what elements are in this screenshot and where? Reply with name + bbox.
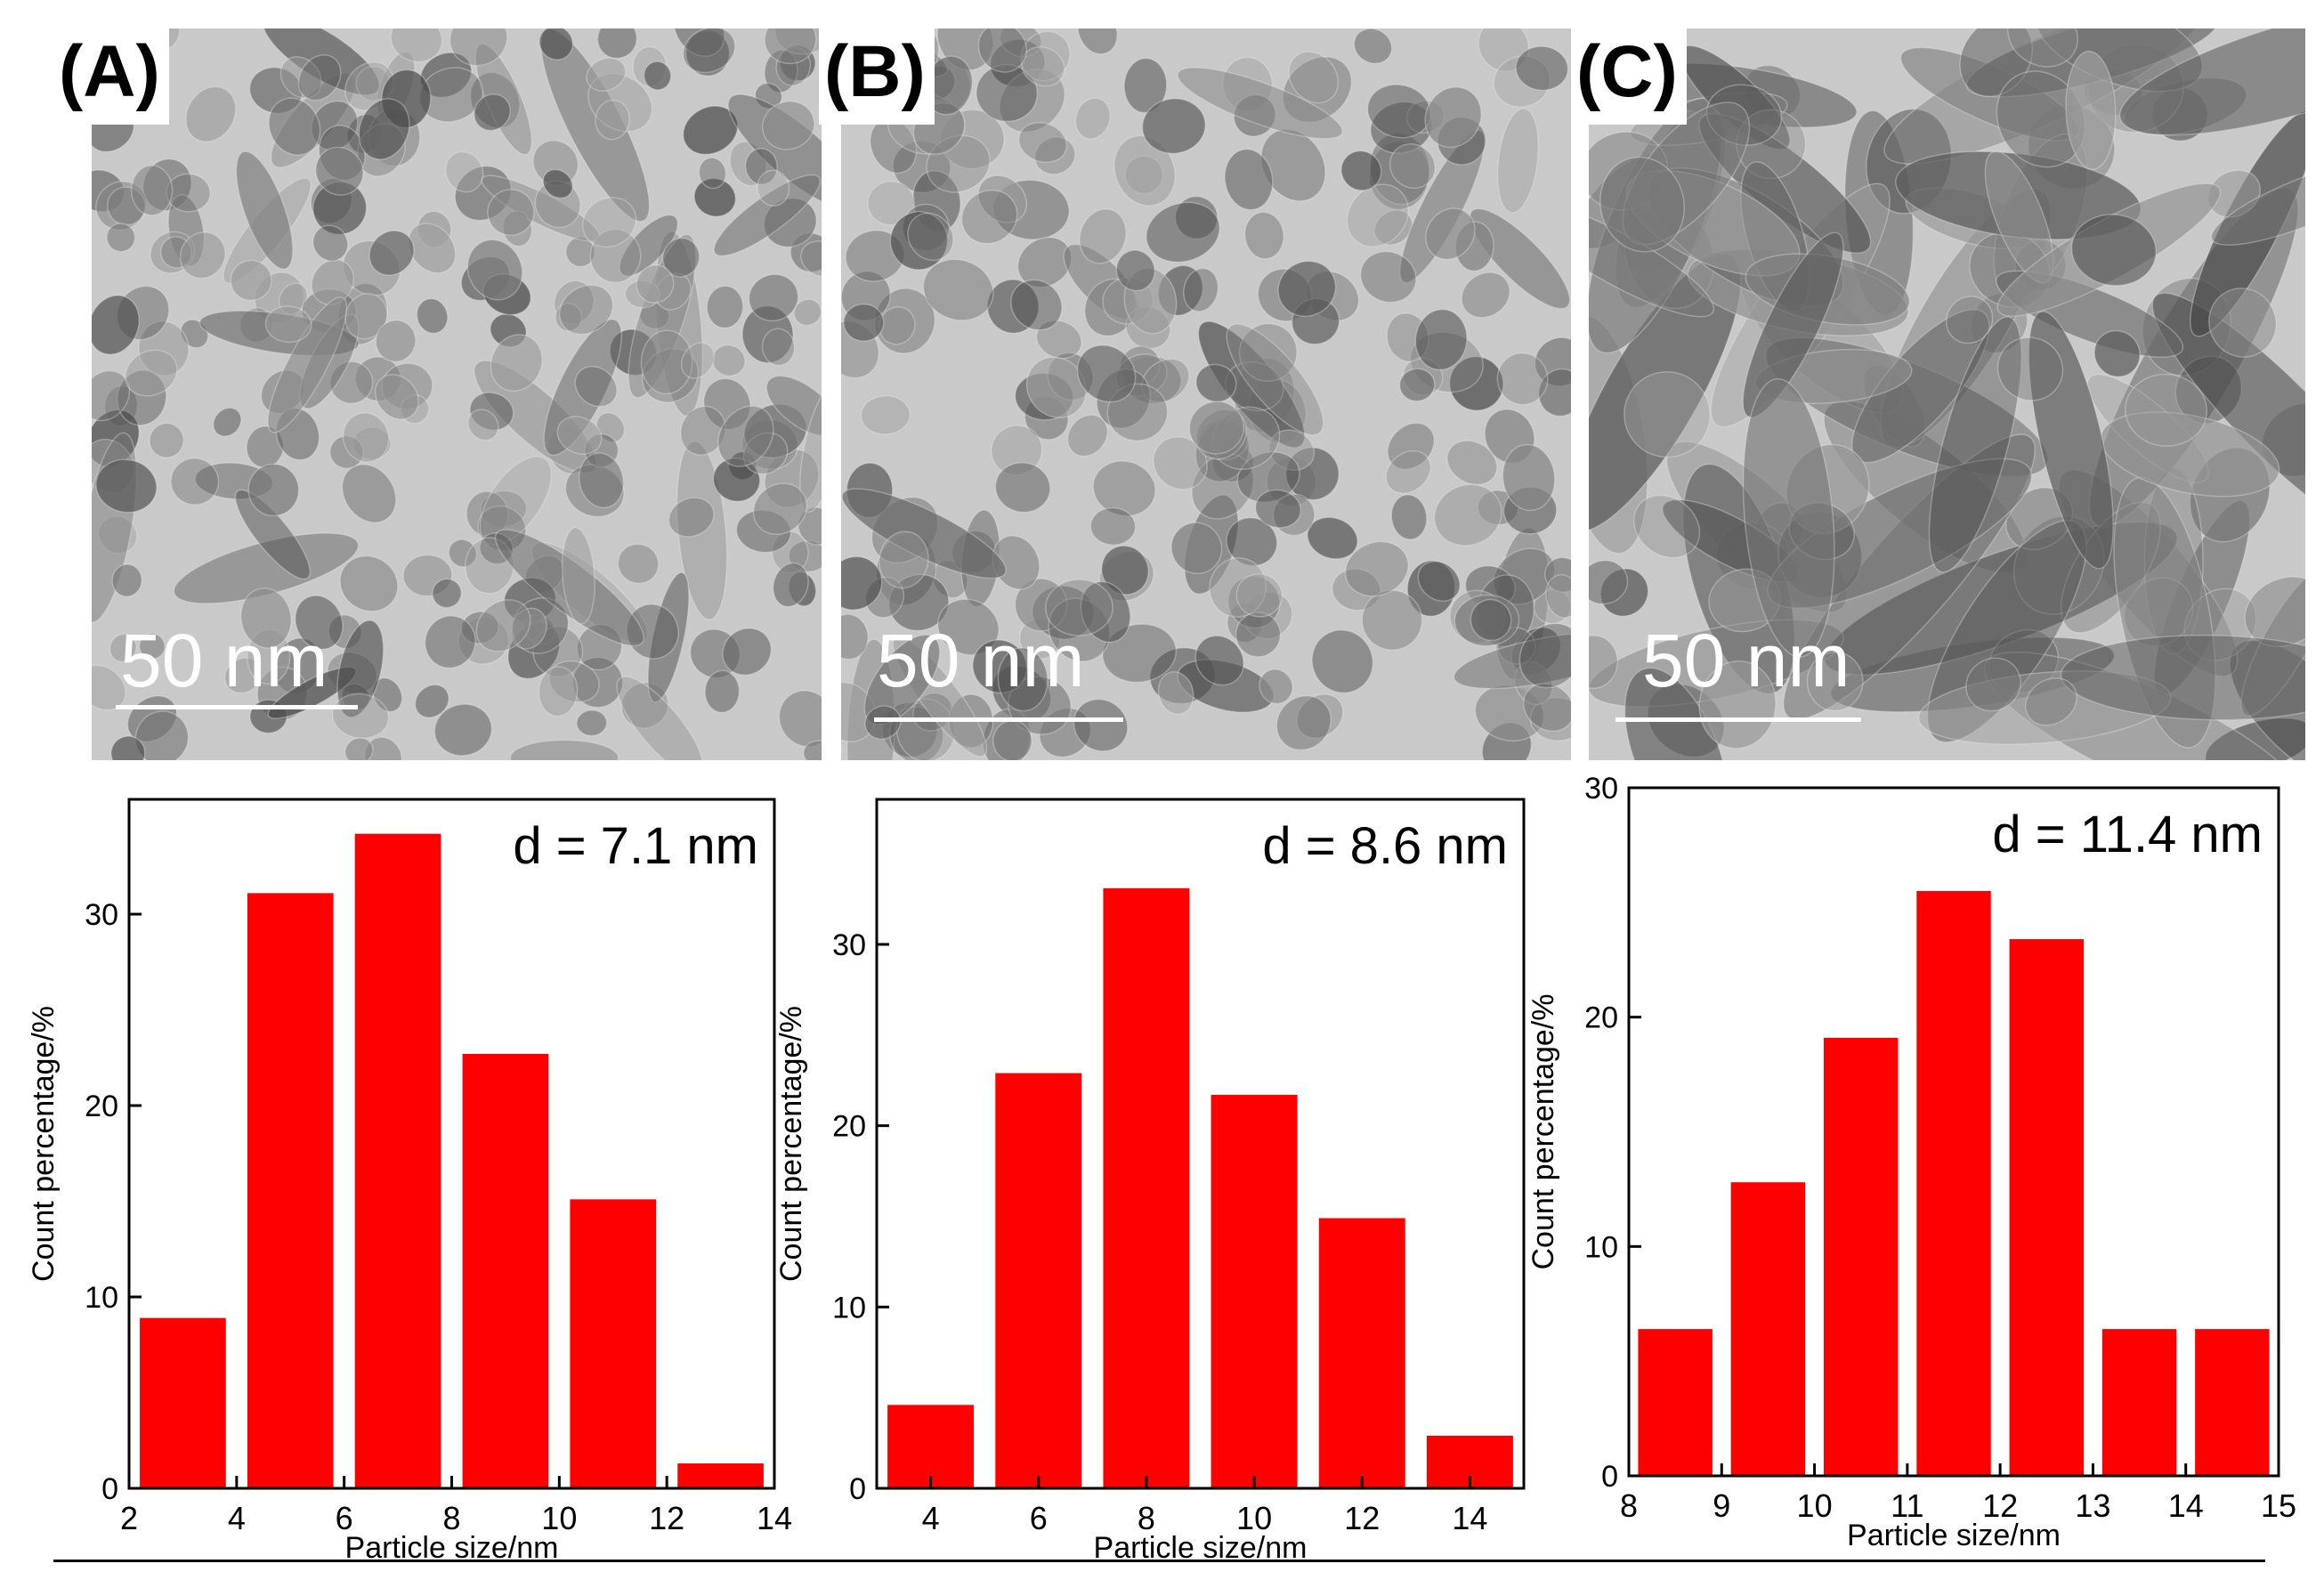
y-tick-label: 20 — [85, 1090, 118, 1123]
x-tick-label: 8 — [442, 1500, 460, 1536]
plot-frame — [1627, 786, 2280, 1478]
x-tick-label: 8 — [1620, 1487, 1638, 1524]
x-axis-label: Particle size/nm — [1094, 1531, 1308, 1565]
x-tick-label: 10 — [541, 1500, 577, 1536]
histogram-b: 4 6 8 10 12 14 0 10 20 30 Particle size/nm Count pe… — [774, 798, 1526, 1565]
bar — [1638, 1329, 1713, 1476]
y-tick-label: 10 — [1584, 1230, 1618, 1264]
bar — [677, 1463, 764, 1488]
mean-diameter-annotation: d = 7.1 nm — [513, 817, 758, 875]
scale-bar-label-a: 50 nm — [120, 619, 328, 702]
x-tick-label: 12 — [1982, 1487, 2018, 1524]
histogram-c: 8 9 10 11 12 13 14 15 0 10 20 30 Particle size/nm Cou… — [1526, 772, 2296, 1552]
x-tick-label: 15 — [2261, 1487, 2296, 1524]
x-tick-label: 10 — [1797, 1487, 1833, 1524]
bar — [2101, 1329, 2177, 1476]
x-tick-label: 6 — [336, 1500, 353, 1536]
bar — [1211, 1095, 1298, 1488]
y-tick-label: 0 — [1601, 1460, 1618, 1494]
bar — [1916, 890, 1991, 1476]
x-tick-label: 14 — [757, 1500, 792, 1536]
bar — [462, 1053, 549, 1488]
y-axis-label: Count percentage/% — [774, 1006, 808, 1282]
micrograph-texture — [841, 28, 1571, 760]
panel-label-a: (A) — [53, 28, 169, 125]
y-tick-label: 20 — [1584, 1001, 1618, 1035]
x-tick-label: 4 — [922, 1500, 940, 1536]
micrograph-texture — [1589, 28, 2305, 760]
bar — [2009, 939, 2084, 1476]
bar — [995, 1073, 1082, 1488]
x-tick-label: 14 — [2168, 1487, 2204, 1524]
tem-image-a — [92, 28, 822, 760]
scale-bar-a — [116, 705, 358, 709]
x-tick-label: 12 — [1344, 1500, 1380, 1536]
bar — [1318, 1218, 1405, 1488]
micrograph-texture — [92, 28, 822, 760]
x-tick-label: 8 — [1138, 1500, 1155, 1536]
y-axis-label: Count percentage/% — [27, 1006, 61, 1282]
x-tick-label: 14 — [1452, 1500, 1487, 1536]
x-tick-label: 9 — [1713, 1487, 1730, 1524]
y-tick-label: 20 — [832, 1110, 866, 1144]
y-tick-label: 0 — [849, 1472, 866, 1506]
x-tick-label: 2 — [120, 1500, 138, 1536]
bar — [354, 833, 441, 1488]
x-tick-label: 4 — [228, 1500, 246, 1536]
panel-label-c: (C) — [1571, 28, 1687, 125]
x-tick-label: 6 — [1030, 1500, 1048, 1536]
panel-label-b: (B) — [819, 28, 935, 125]
x-axis-label: Particle size/nm — [345, 1531, 559, 1565]
bar — [2195, 1329, 2270, 1476]
bottom-rule — [53, 1560, 2265, 1562]
x-tick-label: 10 — [1236, 1500, 1272, 1536]
plot-frame — [875, 798, 1526, 1490]
y-tick-label: 30 — [832, 928, 866, 962]
bar — [570, 1199, 657, 1488]
bar — [1824, 1037, 1899, 1476]
histogram-a: 2 4 6 8 10 12 14 0 10 20 30 Particle size/nm Count p… — [27, 798, 792, 1565]
y-tick-label: 10 — [85, 1281, 118, 1315]
bar — [1730, 1182, 1806, 1476]
mean-diameter-annotation: d = 11.4 nm — [1992, 806, 2263, 863]
y-tick-label: 0 — [101, 1472, 118, 1506]
tem-image-c — [1589, 28, 2305, 760]
scale-bar-c — [1615, 717, 1861, 722]
scale-bar-b — [874, 717, 1123, 722]
y-axis-label: Count percentage/% — [1526, 994, 1560, 1270]
scale-bar-label-b: 50 nm — [877, 619, 1085, 702]
bar — [887, 1405, 975, 1488]
x-tick-label: 11 — [1891, 1487, 1923, 1524]
bar — [247, 893, 334, 1488]
x-tick-label: 13 — [2075, 1487, 2110, 1524]
x-tick-label: 12 — [649, 1500, 684, 1536]
x-axis-label: Particle size/nm — [1847, 1519, 2061, 1552]
bar — [140, 1317, 226, 1488]
mean-diameter-annotation: d = 8.6 nm — [1262, 817, 1508, 875]
tem-image-b — [841, 28, 1571, 760]
bar — [1103, 887, 1190, 1488]
y-tick-label: 10 — [832, 1291, 866, 1325]
scale-bar-label-c: 50 nm — [1642, 619, 1850, 702]
y-tick-label: 30 — [85, 898, 118, 932]
y-tick-label: 30 — [1584, 772, 1618, 806]
